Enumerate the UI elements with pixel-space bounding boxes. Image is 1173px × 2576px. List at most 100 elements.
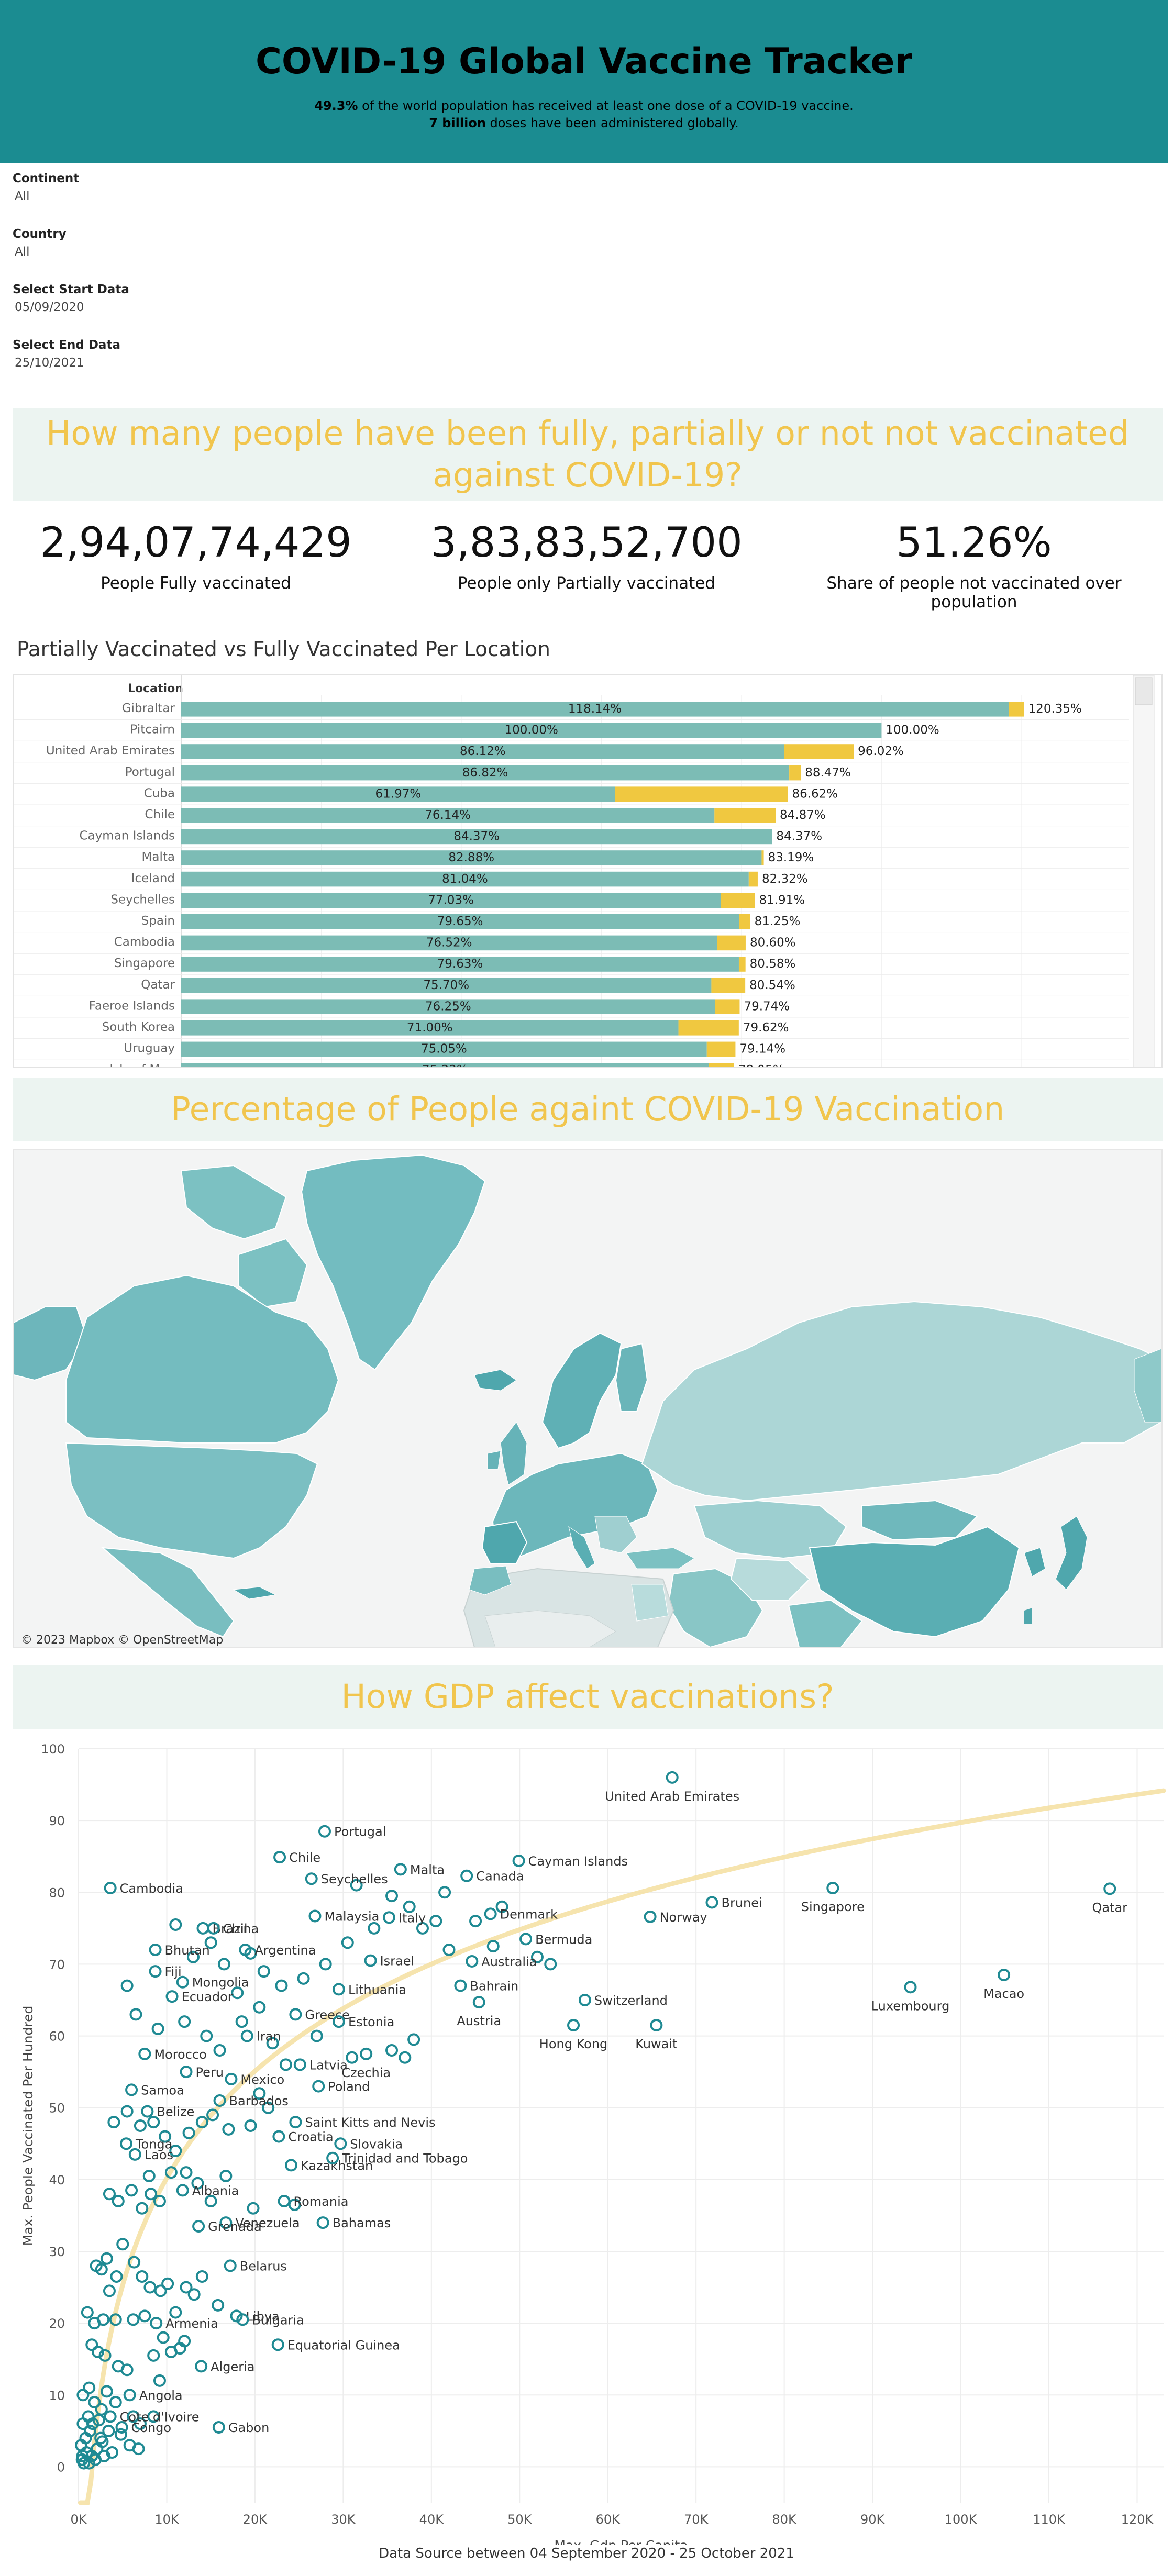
bar-full-label: 86.12% [460,745,506,758]
scatter-point [157,2331,170,2344]
scatter-point [127,2313,140,2326]
scatter-point [544,1958,557,1971]
map-region-cuba [233,1586,276,1600]
scatter-point [76,2449,89,2462]
country-filter[interactable]: All [15,245,30,259]
scatter-point-label: Congo [131,2420,172,2435]
bar-chart-title: Partially Vaccinated vs Fully Vaccinated… [17,638,550,661]
bar-location-label: Pitcairn [130,723,175,737]
scatter-point-label: Hong Kong [539,2037,607,2051]
scatter-point [385,1890,399,1903]
scatter-point [132,2442,145,2456]
bar-total-label: 82.32% [762,872,808,886]
scatter-point [109,2313,122,2326]
continent-filter[interactable]: All [15,190,30,203]
bar-partial [615,786,788,802]
scatter-point [253,2001,266,2014]
bar-full [181,765,790,781]
map-region-middle-east [667,1568,763,1647]
continent-filter-label: Continent [13,172,80,185]
scatter-point-labeled [334,2137,347,2150]
scatter-point [403,1900,416,1913]
vaccination-status-title-line2: against COVID-19? [433,456,743,494]
scatter-point [78,2457,91,2470]
scatter-point-labeled [826,1882,839,1895]
bar-full [181,935,717,951]
world-share-value: 49.3% [314,98,358,113]
scatter-point [262,2101,275,2114]
scatter-y-tick: 30 [49,2245,65,2259]
scatter-point-label: Portugal [334,1825,386,1839]
scatter-point-label: Poland [328,2080,370,2094]
bar-location-label: Malta [142,850,175,864]
end-date-filter[interactable]: 25/10/2021 [15,356,84,370]
map-region-korea [1024,1547,1046,1577]
bar-full [181,1041,707,1057]
bar-location-label: Cayman Islands [79,829,175,843]
scatter-point-labeled [382,1911,395,1924]
bar-total-label: 81.91% [759,893,805,907]
scatter-point-labeled [326,2151,339,2164]
scatter-point [103,2284,116,2297]
map-region-mexico [101,1547,235,1638]
map-region-greenland [301,1154,486,1371]
scatter-point-labeled [141,2105,154,2118]
vaccination-map[interactable] [13,1149,1163,1648]
scatter-point [92,2414,105,2427]
scatter-point [341,1936,354,1949]
scatter-point-label: Belarus [240,2259,287,2273]
scatter-point-labeled [293,2058,306,2071]
scatter-point-label: Peru [196,2065,224,2080]
scatter-point-labeled [394,1863,407,1876]
scatter-point [147,2116,160,2129]
scatter-x-tick: 40K [419,2512,445,2527]
scatter-point [416,1922,429,1935]
scatter-point-label: Belize [157,2105,194,2119]
scatter-point-labeled [104,2410,117,2423]
scatter-point-labeled [904,1981,917,1994]
scatter-point [128,2256,141,2269]
bar-full [181,850,762,865]
bar-full [181,893,721,908]
doses-value: 7 billion [429,116,486,130]
scatter-x-tick: 20K [243,2512,268,2527]
vaccination-bar-chart[interactable]: Location Gibraltar 118.14% 120.35% Pitcairn 1… [13,674,1163,1082]
scatter-point [319,1958,332,1971]
scatter-point [143,2281,157,2294]
scatter-y-label: Max. People Vaccinated Per Hundred [20,2006,36,2246]
scatter-point [244,2119,257,2132]
scatter-point [346,2051,359,2064]
scatter-point-labeled [115,2421,128,2434]
bar-full [181,829,772,845]
scatter-point-label: Canada [476,1869,524,1884]
scatter-point [159,2130,172,2143]
bar-partial [717,935,746,951]
scatter-point [182,2126,195,2139]
gdp-scatter-chart[interactable]: 0 10 20 30 40 50 60 70 80 90 100 0K 10K 20K 30K 40K 50K 6… [0,1728,1173,2553]
bar-total-label: 83.19% [768,851,814,864]
gdp-section-title: How GDP affect vaccinations? [341,1678,834,1716]
map-section-title: Percentage of People againt COVID-19 Vac… [170,1090,1005,1128]
scatter-point [213,2044,226,2057]
bar-location-label: Iceland [131,872,175,885]
scatter-x-tick: 60K [596,2512,621,2527]
scatter-point-labeled [578,1994,591,2006]
bar-scrollbar-thumb [1135,677,1153,705]
bar-total-label: 80.58% [750,957,796,971]
scatter-point-label: Albania [192,2183,239,2198]
bar-full-label: 75.70% [423,979,469,992]
scatter-point-labeled [289,2008,302,2021]
bar-total-label: 88.47% [805,766,851,780]
scatter-point [76,2389,90,2402]
start-date-filter[interactable]: 05/09/2020 [15,301,84,314]
scatter-point [530,1950,544,1963]
scatter-point [180,2166,193,2179]
scatter-point-label: Saint Kitts and Nevis [305,2115,435,2130]
scatter-point-label: Israel [380,1954,415,1969]
world-map-svg [14,1150,1161,1647]
scatter-point [125,2184,138,2197]
scatter-point [120,2105,134,2118]
bar-partial [739,914,750,929]
map-region-china [809,1526,1020,1638]
map-region-iceland [474,1369,517,1391]
